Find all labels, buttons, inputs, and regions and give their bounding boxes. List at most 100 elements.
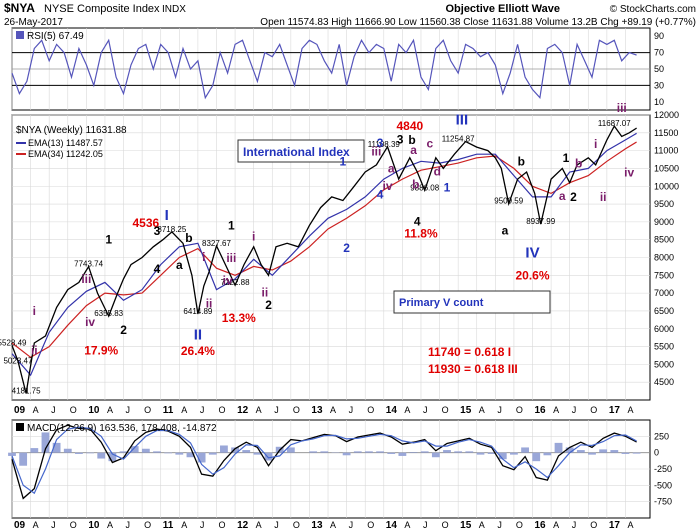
price-x-tick-label: 17 bbox=[609, 405, 621, 416]
wave-label: 1 bbox=[340, 155, 347, 169]
primary-count-box bbox=[393, 290, 551, 314]
wave-label: c bbox=[427, 136, 434, 150]
header-source: © StockCharts.com bbox=[610, 4, 696, 15]
rsi-tick-label: 10 bbox=[654, 97, 664, 107]
macd-panel: -750 -500 -250 0 250 MACD(12,26,9) 163.536, … bbox=[8, 419, 672, 530]
price-x-tick-label: O bbox=[590, 405, 597, 415]
macd-x-tick-label: O bbox=[293, 520, 300, 530]
price-x-tick-label: A bbox=[627, 405, 633, 415]
rsi-line bbox=[11, 38, 637, 100]
price-panel: 4500 5000 5500 6000 6500 7000 7500 8000 8500 9000… bbox=[0, 101, 679, 416]
wave-label: a bbox=[388, 162, 395, 176]
macd-hist-bar bbox=[588, 452, 596, 455]
macd-x-tick-label: A bbox=[330, 520, 336, 530]
wave-label: 11108.39 bbox=[368, 140, 401, 149]
price-x-tick-label: O bbox=[144, 405, 151, 415]
macd-hist-bar bbox=[365, 451, 373, 453]
price-title: $NYA (Weekly) 11631.88 bbox=[16, 125, 127, 136]
price-x-tick-label: O bbox=[442, 405, 449, 415]
international-index-label: International Index bbox=[243, 145, 350, 159]
macd-hist-bar bbox=[554, 442, 563, 453]
macd-x-tick-label: J bbox=[200, 520, 205, 530]
price-tick-label: 11500 bbox=[654, 128, 678, 138]
macd-x-tick-label: 11 bbox=[163, 520, 174, 530]
price-x-tick-label: O bbox=[70, 405, 77, 415]
rsi-axis: 10 30 50 70 90 bbox=[654, 31, 664, 107]
macd-hist-bar bbox=[487, 452, 496, 454]
price-x-tick-label: 12 bbox=[237, 405, 249, 416]
wave-label: ii bbox=[31, 343, 38, 357]
price-tick-label: 7500 bbox=[654, 270, 674, 280]
price-x-tick-label: 11 bbox=[163, 405, 174, 416]
wave-label: ii bbox=[261, 286, 268, 300]
price-tick-label: 10000 bbox=[654, 181, 679, 191]
macd-x-tick-label: A bbox=[107, 520, 113, 530]
wave-label: b bbox=[575, 157, 582, 171]
macd-title: MACD(12,26,9) 163.536, 178.408, -14.872 bbox=[27, 423, 217, 434]
wave-label: 8937.99 bbox=[526, 217, 555, 226]
macd-x-tick-label: A bbox=[479, 520, 485, 530]
wave-label: 2 bbox=[265, 298, 272, 312]
header-name: NYSE Composite Index bbox=[44, 3, 160, 15]
price-axis: 4500 5000 5500 6000 6500 7000 7500 8000 8500 9000… bbox=[654, 110, 679, 387]
macd-hist-bar bbox=[119, 451, 128, 453]
macd-x-tick-label: A bbox=[256, 520, 262, 530]
wave-label: 26.4% bbox=[181, 344, 215, 358]
macd-hist-bar bbox=[30, 448, 39, 453]
price-x-tick-label: A bbox=[256, 405, 262, 415]
wave-label: III bbox=[456, 112, 469, 129]
macd-hist-bar bbox=[398, 452, 407, 456]
macd-tick-label: -250 bbox=[654, 464, 672, 474]
price-x-tick-label: J bbox=[349, 405, 354, 415]
wave-label: 5023.47 bbox=[3, 357, 32, 366]
wave-label: b bbox=[518, 155, 525, 169]
macd-hist-bar bbox=[231, 447, 239, 453]
macd-tick-label: 0 bbox=[654, 448, 659, 458]
price-x-tick-label: 15 bbox=[460, 405, 472, 416]
macd-tick-label: 250 bbox=[654, 431, 669, 441]
price-tick-label: 9500 bbox=[654, 199, 674, 209]
wave-label: 11687.07 bbox=[598, 119, 631, 128]
wave-label: 1 bbox=[105, 232, 112, 246]
wave-label: 1 bbox=[563, 151, 570, 165]
wave-label: 1 bbox=[228, 219, 235, 233]
wave-label: i bbox=[202, 250, 205, 264]
macd-hist-bar bbox=[197, 452, 206, 463]
macd-hist-bar bbox=[565, 447, 574, 453]
wave-label: i bbox=[252, 229, 255, 243]
wave-label: 13.3% bbox=[222, 311, 256, 325]
macd-legend-swatch bbox=[16, 423, 24, 431]
macd-hist-bar bbox=[387, 452, 396, 454]
macd-hist-bar bbox=[264, 452, 273, 461]
macd-hist-bar bbox=[498, 452, 507, 460]
macd-x-tick-label: J bbox=[572, 520, 577, 530]
macd-hist-bar bbox=[521, 447, 529, 453]
price-x-tick-label: J bbox=[497, 405, 502, 415]
fib-note-2: 11930 = 0.618 III bbox=[428, 362, 518, 376]
wave-label: 7743.74 bbox=[74, 260, 103, 269]
macd-hist-bar bbox=[286, 447, 295, 453]
price-x-tick-label: 16 bbox=[535, 405, 547, 416]
wave-label: 20.6% bbox=[515, 269, 549, 283]
wave-label: 3 bbox=[377, 136, 384, 150]
rsi-tick-label: 70 bbox=[654, 48, 664, 58]
wave-label: a bbox=[502, 224, 509, 238]
wave-label: 1 bbox=[444, 181, 451, 195]
macd-hist-bar bbox=[63, 448, 72, 453]
price-tick-label: 5500 bbox=[654, 342, 674, 352]
fib-note-1: 11740 = 0.618 I bbox=[428, 345, 511, 359]
ema13-legend: EMA(13) 11487.57 bbox=[28, 138, 103, 148]
macd-x-tick-label: A bbox=[33, 520, 39, 530]
wave-labels: 11687.07 11254.87 11108.39 9886.08 9509.59 89… bbox=[0, 101, 635, 395]
macd-hist-bar bbox=[431, 452, 440, 458]
wave-label: I bbox=[165, 207, 169, 224]
macd-hist-bar bbox=[443, 450, 451, 453]
macd-hist-bar bbox=[19, 452, 28, 466]
wave-label: 6355.83 bbox=[94, 309, 123, 318]
macd-x-axis: 09 A J O 10 A J O 11 A J O 12 A J O 13 A J O 14 A J O 15 A J O 16 A J O… bbox=[14, 520, 633, 530]
price-x-tick-label: A bbox=[330, 405, 336, 415]
price-tick-label: 8500 bbox=[654, 235, 674, 245]
wave-label: 4181.75 bbox=[12, 387, 41, 396]
header-author: Objective Elliott Wave bbox=[445, 3, 560, 15]
